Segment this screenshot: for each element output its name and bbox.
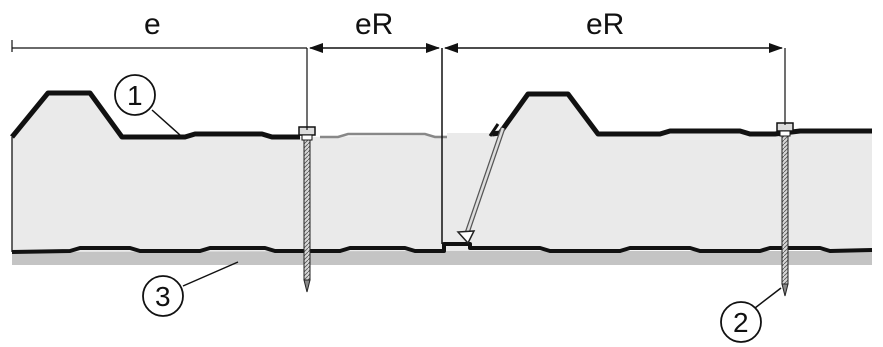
top-sheet-right [491,91,872,137]
callout-1: 1 [114,74,181,136]
fastener-left [298,126,316,293]
side-lap-fastener [456,127,506,245]
bottom-sheet [11,242,873,254]
top-sheet-middle [320,132,447,139]
callout-3: 3 [142,261,239,317]
callout-label-1: 1 [127,80,143,111]
dimension-label-eR-right: eR [586,8,624,41]
overlap-edge [488,123,500,137]
callout-label-2: 2 [733,307,749,338]
dimension-label-eR-left: eR [355,8,393,41]
callout-label-3: 3 [155,281,171,312]
substructure-beam [12,251,872,265]
top-sheet-left [10,90,300,140]
fastener-right [776,122,794,297]
callout-2: 2 [720,287,782,343]
dimension-label-e: e [144,8,161,41]
